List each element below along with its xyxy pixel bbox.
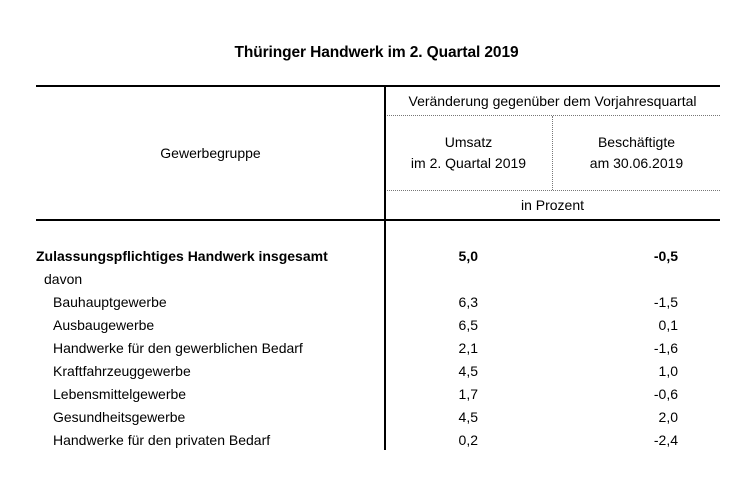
row-label: Gesundheitsgewerbe — [53, 408, 186, 425]
header-beschaeftigte-line1: Beschäftigte — [597, 134, 676, 150]
beschaeftigte-value: 0,1 — [658, 316, 678, 333]
header-unit-prozent: in Prozent — [520, 197, 585, 213]
umsatz-value: 6,5 — [458, 316, 478, 333]
row-label: Ausbaugewerbe — [53, 316, 155, 333]
row-label: Handwerke für den gewerblichen Bedarf — [53, 339, 303, 356]
umsatz-value: 5,0 — [458, 247, 478, 264]
header-veraenderung-span: Veränderung gegenüber dem Vorjahresquart… — [385, 87, 720, 116]
header-umsatz: Umsatz im 2. Quartal 2019 — [385, 116, 553, 190]
header-gewerbegruppe: Gewerbegruppe — [160, 145, 261, 161]
table-row: Zulassungspflichtiges Handwerk insgesamt… — [36, 244, 720, 267]
row-label: Bauhauptgewerbe — [53, 293, 167, 310]
table-row: Ausbaugewerbe 6,5 0,1 — [36, 313, 720, 336]
column-divider-line — [384, 85, 386, 450]
row-label: davon — [44, 270, 83, 287]
table-row: Lebensmittelgewerbe 1,7 -0,6 — [36, 382, 720, 405]
table-row: Kraftfahrzeuggewerbe 4,5 1,0 — [36, 359, 720, 382]
beschaeftigte-value: -0,6 — [653, 385, 678, 402]
table-row: Bauhauptgewerbe 6,3 -1,5 — [36, 290, 720, 313]
row-label: Zulassungspflichtiges Handwerk insgesamt — [36, 247, 328, 264]
row-label: Kraftfahrzeuggewerbe — [53, 362, 191, 379]
table-row: Handwerke für den gewerblichen Bedarf 2,… — [36, 336, 720, 359]
statistics-table: Gewerbegruppe Veränderung gegenüber dem … — [36, 85, 720, 451]
row-label: Lebensmittelgewerbe — [53, 385, 187, 402]
header-subcolumns: Umsatz im 2. Quartal 2019 Beschäftigte a… — [385, 116, 720, 191]
table-row: davon — [36, 267, 720, 290]
beschaeftigte-value: -1,5 — [653, 293, 678, 310]
umsatz-value: 2,1 — [458, 339, 478, 356]
table-row: Gesundheitsgewerbe 4,5 2,0 — [36, 405, 720, 428]
beschaeftigte-value: 2,0 — [658, 408, 678, 425]
umsatz-value: 0,2 — [458, 431, 478, 448]
header-umsatz-line2: im 2. Quartal 2019 — [410, 155, 527, 171]
page-title: Thüringer Handwerk im 2. Quartal 2019 — [234, 44, 519, 61]
umsatz-value: 4,5 — [458, 408, 478, 425]
umsatz-value: 6,3 — [458, 293, 478, 310]
umsatz-value: 4,5 — [458, 362, 478, 379]
header-umsatz-line1: Umsatz — [444, 134, 493, 150]
row-label: Handwerke für den privaten Bedarf — [53, 431, 271, 448]
table-row: Handwerke für den privaten Bedarf 0,2 -2… — [36, 428, 720, 451]
header-beschaeftigte-line2: am 30.06.2019 — [589, 155, 684, 171]
beschaeftigte-value: -0,5 — [653, 247, 678, 264]
beschaeftigte-value: -1,6 — [653, 339, 678, 356]
umsatz-value: 1,7 — [458, 385, 478, 402]
table-body: Zulassungspflichtiges Handwerk insgesamt… — [36, 221, 720, 451]
table-header: Gewerbegruppe Veränderung gegenüber dem … — [36, 85, 720, 221]
beschaeftigte-value: -2,4 — [653, 431, 678, 448]
header-value-section: Veränderung gegenüber dem Vorjahresquart… — [385, 87, 720, 219]
beschaeftigte-value: 1,0 — [658, 362, 678, 379]
header-beschaeftigte: Beschäftigte am 30.06.2019 — [553, 116, 720, 190]
